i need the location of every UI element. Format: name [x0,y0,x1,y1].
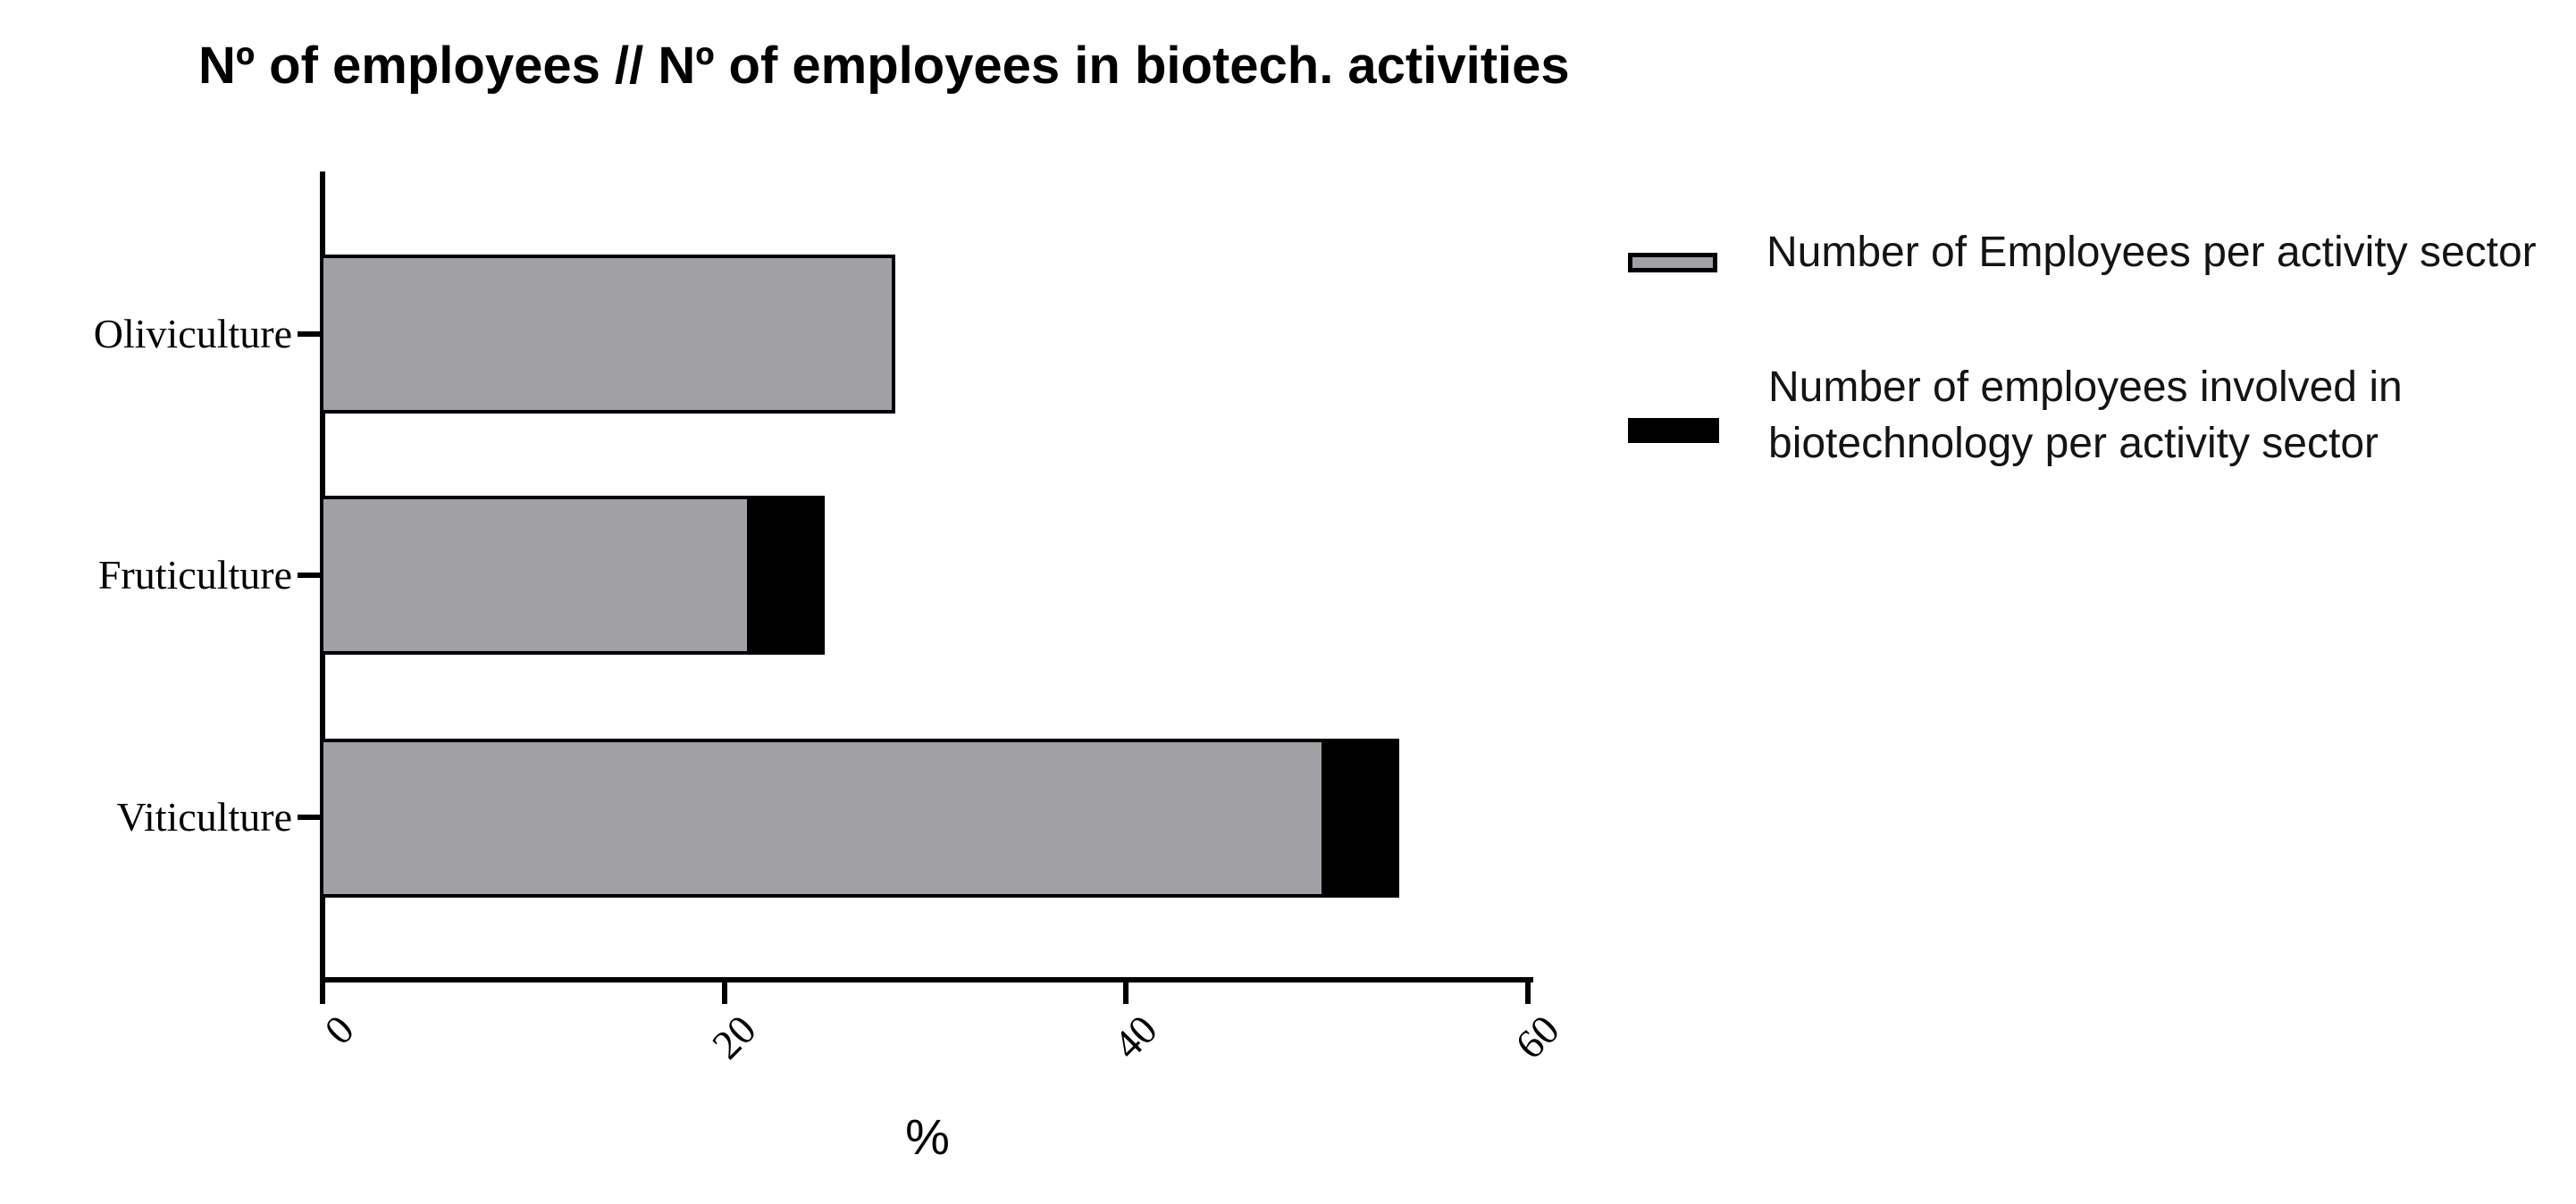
bar-employees-fruticulture [320,496,751,655]
y-tick-fruticulture [298,573,323,578]
x-tick-label-60: 60 [1506,1006,1568,1068]
y-tick-label-fruticulture: Fruticulture [97,552,292,598]
legend-item-biotech-line2: biotechnology per activity sector [1768,420,2379,467]
legend-item-biotech-label: Number of employees involved in biotechn… [1768,359,2537,472]
legend-item-employees-label: Number of Employees per activity sector [1766,229,2537,276]
x-tick-40 [1123,980,1129,1004]
x-tick-20 [722,980,727,1004]
legend-item-biotech-line1: Number of employees involved in [1768,364,2403,411]
x-tick-0 [320,980,325,1004]
y-tick-oliviculture [298,331,323,337]
x-tick-label-20: 20 [703,1006,765,1068]
y-tick-label-oliviculture: Oliviculture [93,311,292,356]
y-tick-label-viticulture: Viticulture [116,794,292,840]
x-tick-label-0: 0 [315,1006,363,1054]
bar-biotech-fruticulture [749,496,825,655]
bar-biotech-viticulture [1323,739,1399,898]
x-tick-60 [1525,980,1531,1004]
x-axis-line [320,977,1533,982]
x-axis-label: % [905,1108,950,1165]
legend-swatch-black-bar [1628,418,1719,443]
bar-employees-viticulture [320,739,1325,898]
legend-swatch-gray-bar [1628,253,1717,272]
y-tick-viticulture [298,815,323,820]
bar-employees-oliviculture [320,255,895,414]
chart-title: Nº of employees // Nº of employees in bi… [198,37,1570,95]
